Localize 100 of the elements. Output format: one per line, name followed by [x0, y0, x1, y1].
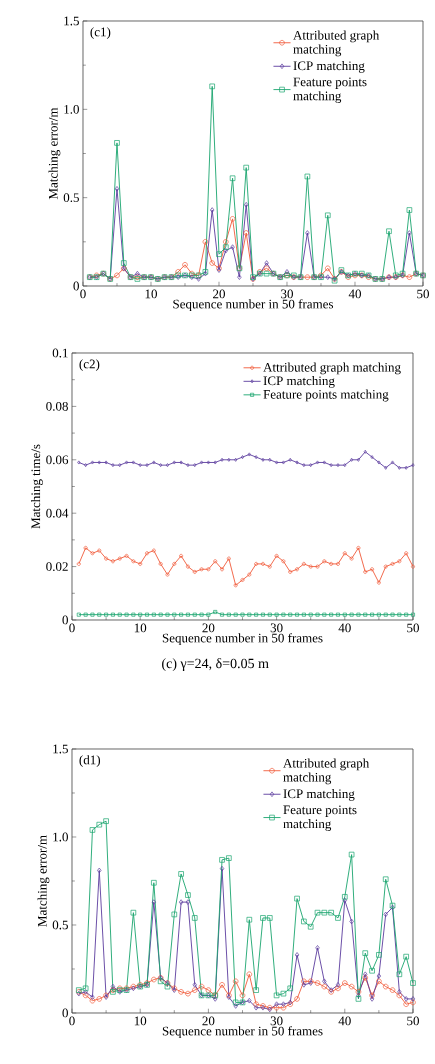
point: [124, 553, 129, 558]
point: [389, 987, 396, 993]
point: [397, 612, 402, 617]
point: [308, 564, 313, 569]
point: [336, 463, 340, 468]
point: [209, 260, 215, 266]
point: [342, 897, 347, 904]
point: [145, 551, 149, 556]
point: [234, 457, 238, 462]
point: [104, 460, 108, 465]
point: [305, 230, 310, 236]
y-tick-label: 1.5: [53, 744, 68, 754]
point: [104, 556, 109, 561]
point: [175, 269, 181, 275]
point: [383, 911, 388, 918]
point: [321, 983, 328, 990]
point: [145, 463, 149, 468]
legend-label: ICP matching: [293, 61, 365, 73]
point: [267, 915, 273, 921]
point: [117, 612, 122, 617]
point: [158, 612, 163, 617]
y-tick-label: 0: [73, 281, 79, 291]
y-axis-title: Matching error/m: [37, 835, 50, 927]
point: [220, 457, 224, 462]
y-tick-label: 0.08: [46, 401, 68, 411]
point: [185, 899, 191, 905]
x-tick-label: 30: [270, 623, 283, 633]
point: [131, 612, 136, 617]
point: [172, 561, 177, 566]
point: [185, 564, 190, 569]
point: [350, 457, 354, 462]
point: [329, 612, 334, 617]
point: [284, 269, 290, 275]
x-tick-label: 50: [417, 289, 429, 299]
point: [267, 612, 272, 617]
point: [396, 992, 403, 999]
point: [164, 983, 171, 990]
point: [185, 612, 190, 617]
point: [205, 987, 212, 993]
point: [342, 894, 348, 900]
text: (c) γ=24, δ=0.05 m: [162, 658, 269, 671]
point: [355, 996, 362, 1002]
point: [386, 228, 392, 234]
y-tick-label: 0.1: [52, 348, 68, 358]
point: [83, 545, 88, 550]
point: [83, 612, 88, 617]
point: [314, 980, 321, 986]
point: [206, 612, 211, 617]
point: [192, 915, 198, 921]
point: [179, 553, 184, 558]
point: [233, 1003, 238, 1009]
point: [369, 996, 375, 1002]
point: [246, 916, 253, 923]
x-tick-label: 50: [407, 623, 419, 633]
point: [370, 567, 375, 572]
point: [125, 460, 129, 465]
x-tick-label: 20: [202, 623, 215, 633]
point: [314, 909, 321, 916]
point: [309, 463, 313, 468]
point: [172, 612, 177, 617]
point: [273, 992, 280, 999]
x-tick-label: 30: [270, 1016, 283, 1026]
point: [362, 975, 368, 981]
point: [268, 457, 272, 462]
point: [220, 567, 224, 572]
point: [131, 559, 136, 564]
point: [185, 892, 191, 898]
x-tick-label: 10: [134, 1016, 147, 1026]
point: [135, 270, 140, 277]
point: [406, 207, 413, 213]
x-axis-title: Sequence number in 50 frames: [162, 1026, 323, 1039]
point: [230, 244, 235, 250]
point: [229, 175, 236, 181]
point: [232, 999, 239, 1006]
point: [363, 971, 368, 978]
annotation: (c2): [79, 359, 100, 371]
x-tick-label: 30: [281, 289, 293, 299]
point: [410, 980, 416, 986]
point: [103, 818, 109, 824]
point: [213, 610, 218, 614]
point: [227, 457, 231, 462]
point: [342, 551, 347, 556]
point: [307, 923, 314, 930]
y-tick-label: 0.5: [52, 920, 68, 930]
point: [157, 978, 164, 985]
point: [97, 867, 102, 874]
point: [273, 1004, 280, 1011]
point: [90, 612, 95, 617]
point: [349, 918, 354, 925]
point: [152, 460, 156, 465]
point: [280, 1004, 287, 1011]
x-tick-label: 50: [407, 1016, 419, 1026]
point: [165, 612, 170, 617]
point: [342, 980, 348, 986]
x-tick-label: 40: [338, 1016, 351, 1026]
point: [362, 950, 368, 956]
point: [301, 978, 307, 985]
point: [82, 992, 89, 999]
point: [308, 612, 313, 617]
x-tick-label: 0: [80, 289, 86, 299]
